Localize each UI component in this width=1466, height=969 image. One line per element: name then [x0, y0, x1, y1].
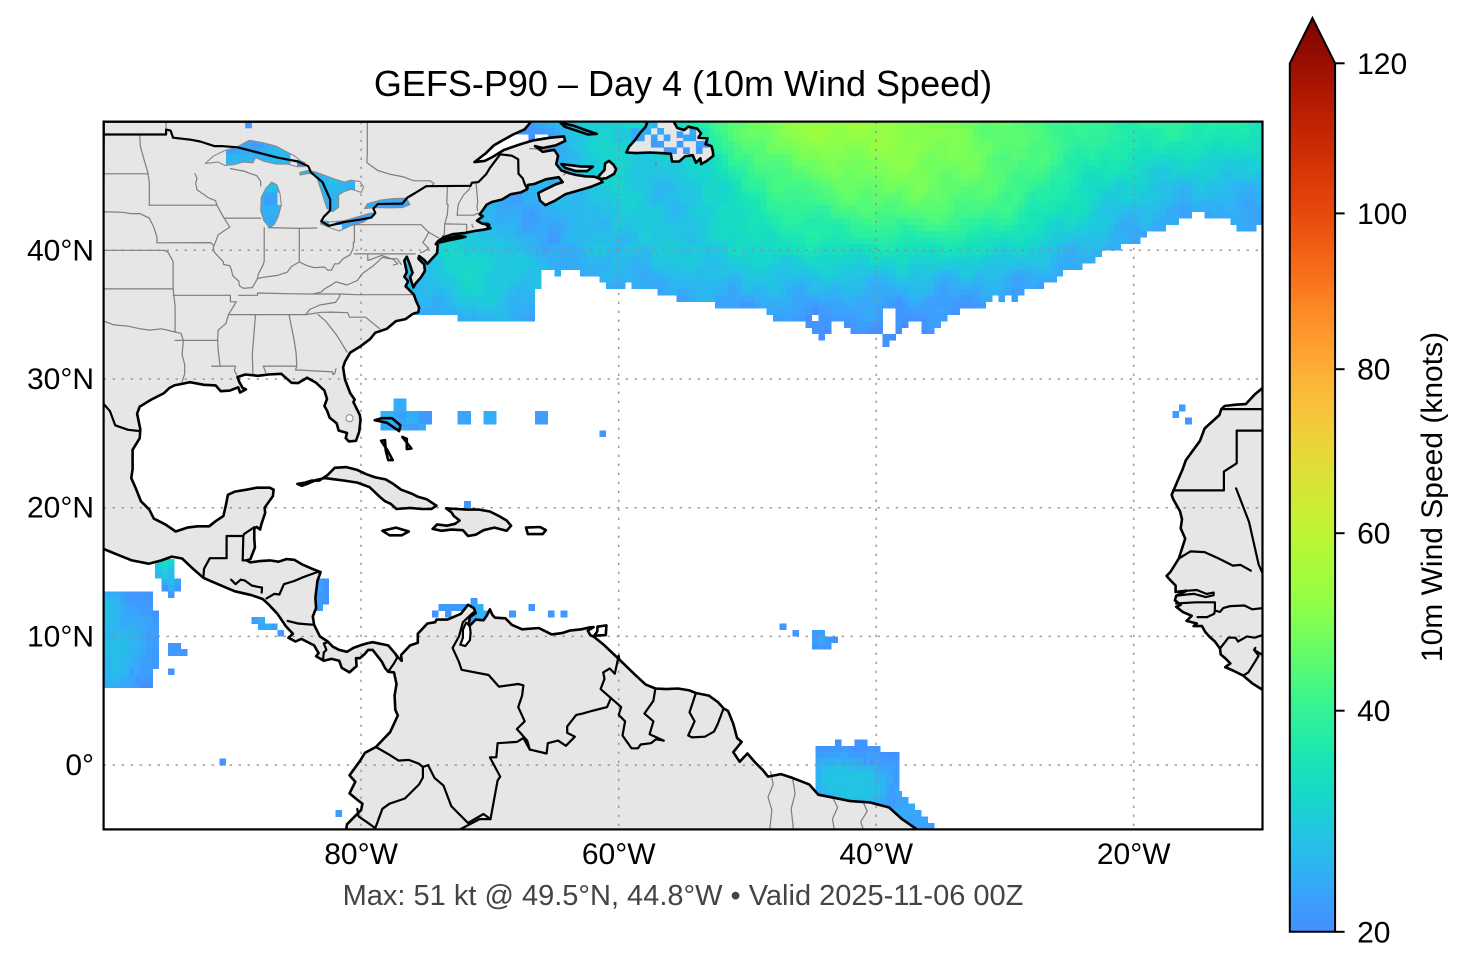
svg-text:GEFS-P90 – Day 4 (10m Wind Spe: GEFS-P90 – Day 4 (10m Wind Speed) [374, 63, 992, 104]
svg-text:60: 60 [1357, 518, 1390, 551]
svg-text:80: 80 [1357, 354, 1390, 387]
svg-text:40°W: 40°W [839, 838, 913, 871]
svg-text:20°W: 20°W [1097, 838, 1171, 871]
svg-text:60°W: 60°W [582, 838, 656, 871]
svg-text:40: 40 [1357, 695, 1390, 728]
svg-text:40°N: 40°N [27, 234, 94, 267]
svg-text:10°N: 10°N [27, 620, 94, 653]
svg-text:30°N: 30°N [27, 363, 94, 396]
svg-text:20: 20 [1357, 916, 1390, 949]
svg-text:20°N: 20°N [27, 492, 94, 525]
svg-text:80°W: 80°W [324, 838, 398, 871]
svg-text:Max: 51 kt @ 49.5°N, 44.8°W •: Max: 51 kt @ 49.5°N, 44.8°W • Valid 2025… [343, 880, 1024, 912]
svg-text:100: 100 [1357, 198, 1407, 231]
svg-text:120: 120 [1357, 48, 1407, 81]
svg-text:10m Wind Speed (knots): 10m Wind Speed (knots) [1416, 332, 1449, 662]
svg-text:0°: 0° [65, 749, 94, 782]
